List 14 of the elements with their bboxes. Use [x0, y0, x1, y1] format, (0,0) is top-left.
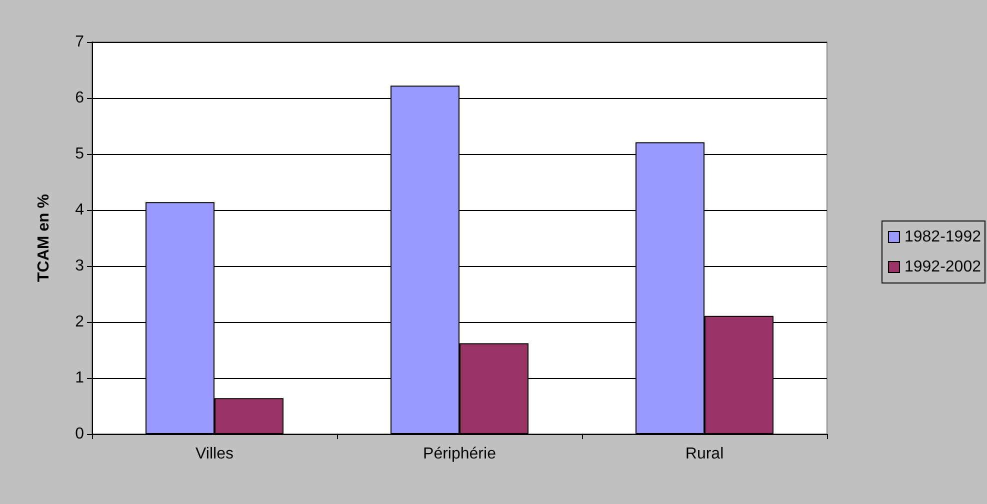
- y-tick-label: 4: [75, 202, 84, 218]
- y-tick-label: 5: [75, 146, 84, 162]
- x-tick-label: Rural: [685, 446, 724, 462]
- y-tick-label: 3: [75, 258, 84, 274]
- y-tick-label: 6: [75, 90, 84, 106]
- x-tick-label: Villes: [196, 446, 234, 462]
- y-axis-title: TCAM en %: [36, 194, 52, 282]
- y-tick-label: 1: [75, 370, 84, 386]
- y-tick-label: 0: [75, 426, 84, 442]
- x-tick-label: Périphérie: [423, 446, 496, 462]
- legend-label: 1992-2002: [904, 258, 982, 276]
- y-tick-label: 2: [75, 314, 84, 330]
- y-tick-label: 7: [75, 34, 84, 50]
- legend-label: 1982-1992: [904, 228, 982, 246]
